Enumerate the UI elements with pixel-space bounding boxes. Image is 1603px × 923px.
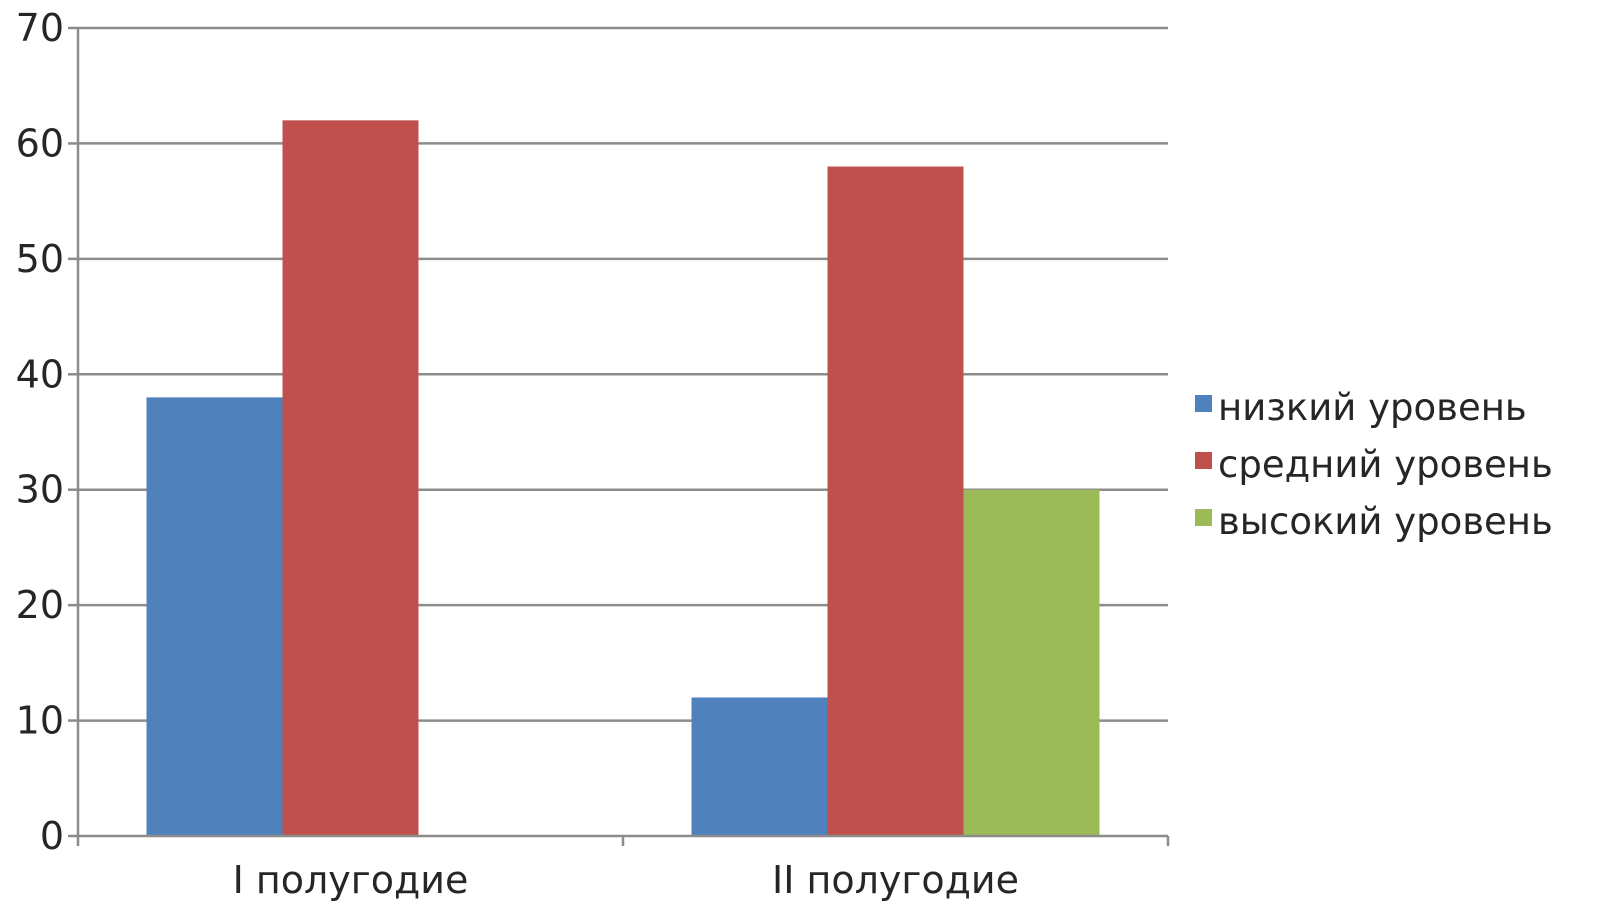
y-tick-label: 70	[16, 6, 64, 50]
x-tick-label: I полугодие	[233, 858, 469, 902]
legend-swatch	[1195, 395, 1212, 412]
legend-label: высокий уровень	[1218, 500, 1553, 543]
y-tick-label: 0	[40, 814, 64, 858]
x-tick-label: II полугодие	[772, 858, 1019, 902]
y-tick-label: 30	[16, 468, 64, 512]
bars	[146, 120, 1100, 837]
bar	[146, 397, 283, 836]
legend-swatch	[1195, 509, 1212, 526]
axes	[68, 26, 1170, 846]
bar	[827, 166, 964, 836]
x-axis-ticks: I полугодие II полугодие	[233, 858, 1019, 902]
y-tick-label: 10	[16, 699, 64, 743]
legend-label: средний уровень	[1218, 443, 1553, 486]
y-tick-label: 50	[16, 237, 64, 281]
bar	[963, 489, 1100, 836]
bar	[282, 120, 419, 837]
y-tick-label: 40	[16, 352, 64, 396]
legend: низкий уровень средний уровень высокий уро…	[1195, 386, 1553, 543]
y-tick-label: 60	[16, 121, 64, 165]
legend-swatch	[1195, 452, 1212, 469]
y-tick-label: 20	[16, 583, 64, 627]
y-axis-ticks: 0 10 20 30 40 50 60 70	[16, 6, 64, 858]
legend-label: низкий уровень	[1218, 386, 1527, 429]
bar	[691, 697, 828, 836]
